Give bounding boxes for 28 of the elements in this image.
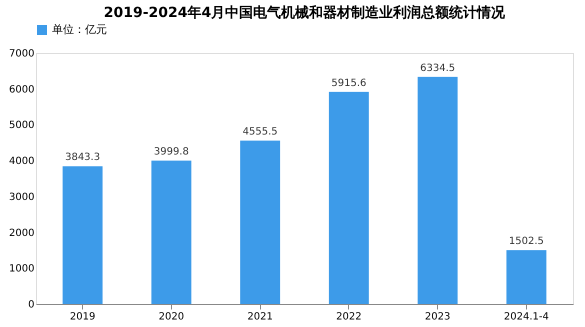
y-tick-label: 5000 [9,120,34,132]
x-tick-label: 2021 [247,312,273,322]
x-tick-label: 2023 [424,312,450,322]
bar [62,166,103,304]
data-label: 5915.6 [331,78,366,89]
x-tick-label: 2022 [336,312,362,322]
data-label: 3999.8 [154,146,189,158]
data-label: 4555.5 [242,126,278,138]
x-tick-label: 2024.1-4 [504,312,549,322]
y-tick-label: 6000 [9,84,34,96]
bar [328,92,369,304]
data-label: 1502.5 [508,236,544,248]
y-tick-label: 3000 [9,192,34,203]
y-tick-label: 2000 [9,228,34,239]
chart-title: 2019-2024年4月中国电气机械和器材制造业利润总额统计情况 [104,4,506,21]
bar [151,160,192,304]
y-tick-label: 1000 [9,264,34,275]
bar [418,76,458,304]
bar [240,140,280,304]
data-label: 3843.3 [65,152,100,164]
y-tick-label: 0 [28,300,34,310]
y-tick-label: 4000 [9,156,34,168]
bar [506,250,546,304]
data-label: 6334.5 [420,62,456,74]
legend-label: 单位：亿元 [52,23,107,36]
x-tick-label: 2020 [158,312,184,322]
y-tick-label: 7000 [9,48,34,60]
x-tick-label: 2019 [70,312,96,322]
